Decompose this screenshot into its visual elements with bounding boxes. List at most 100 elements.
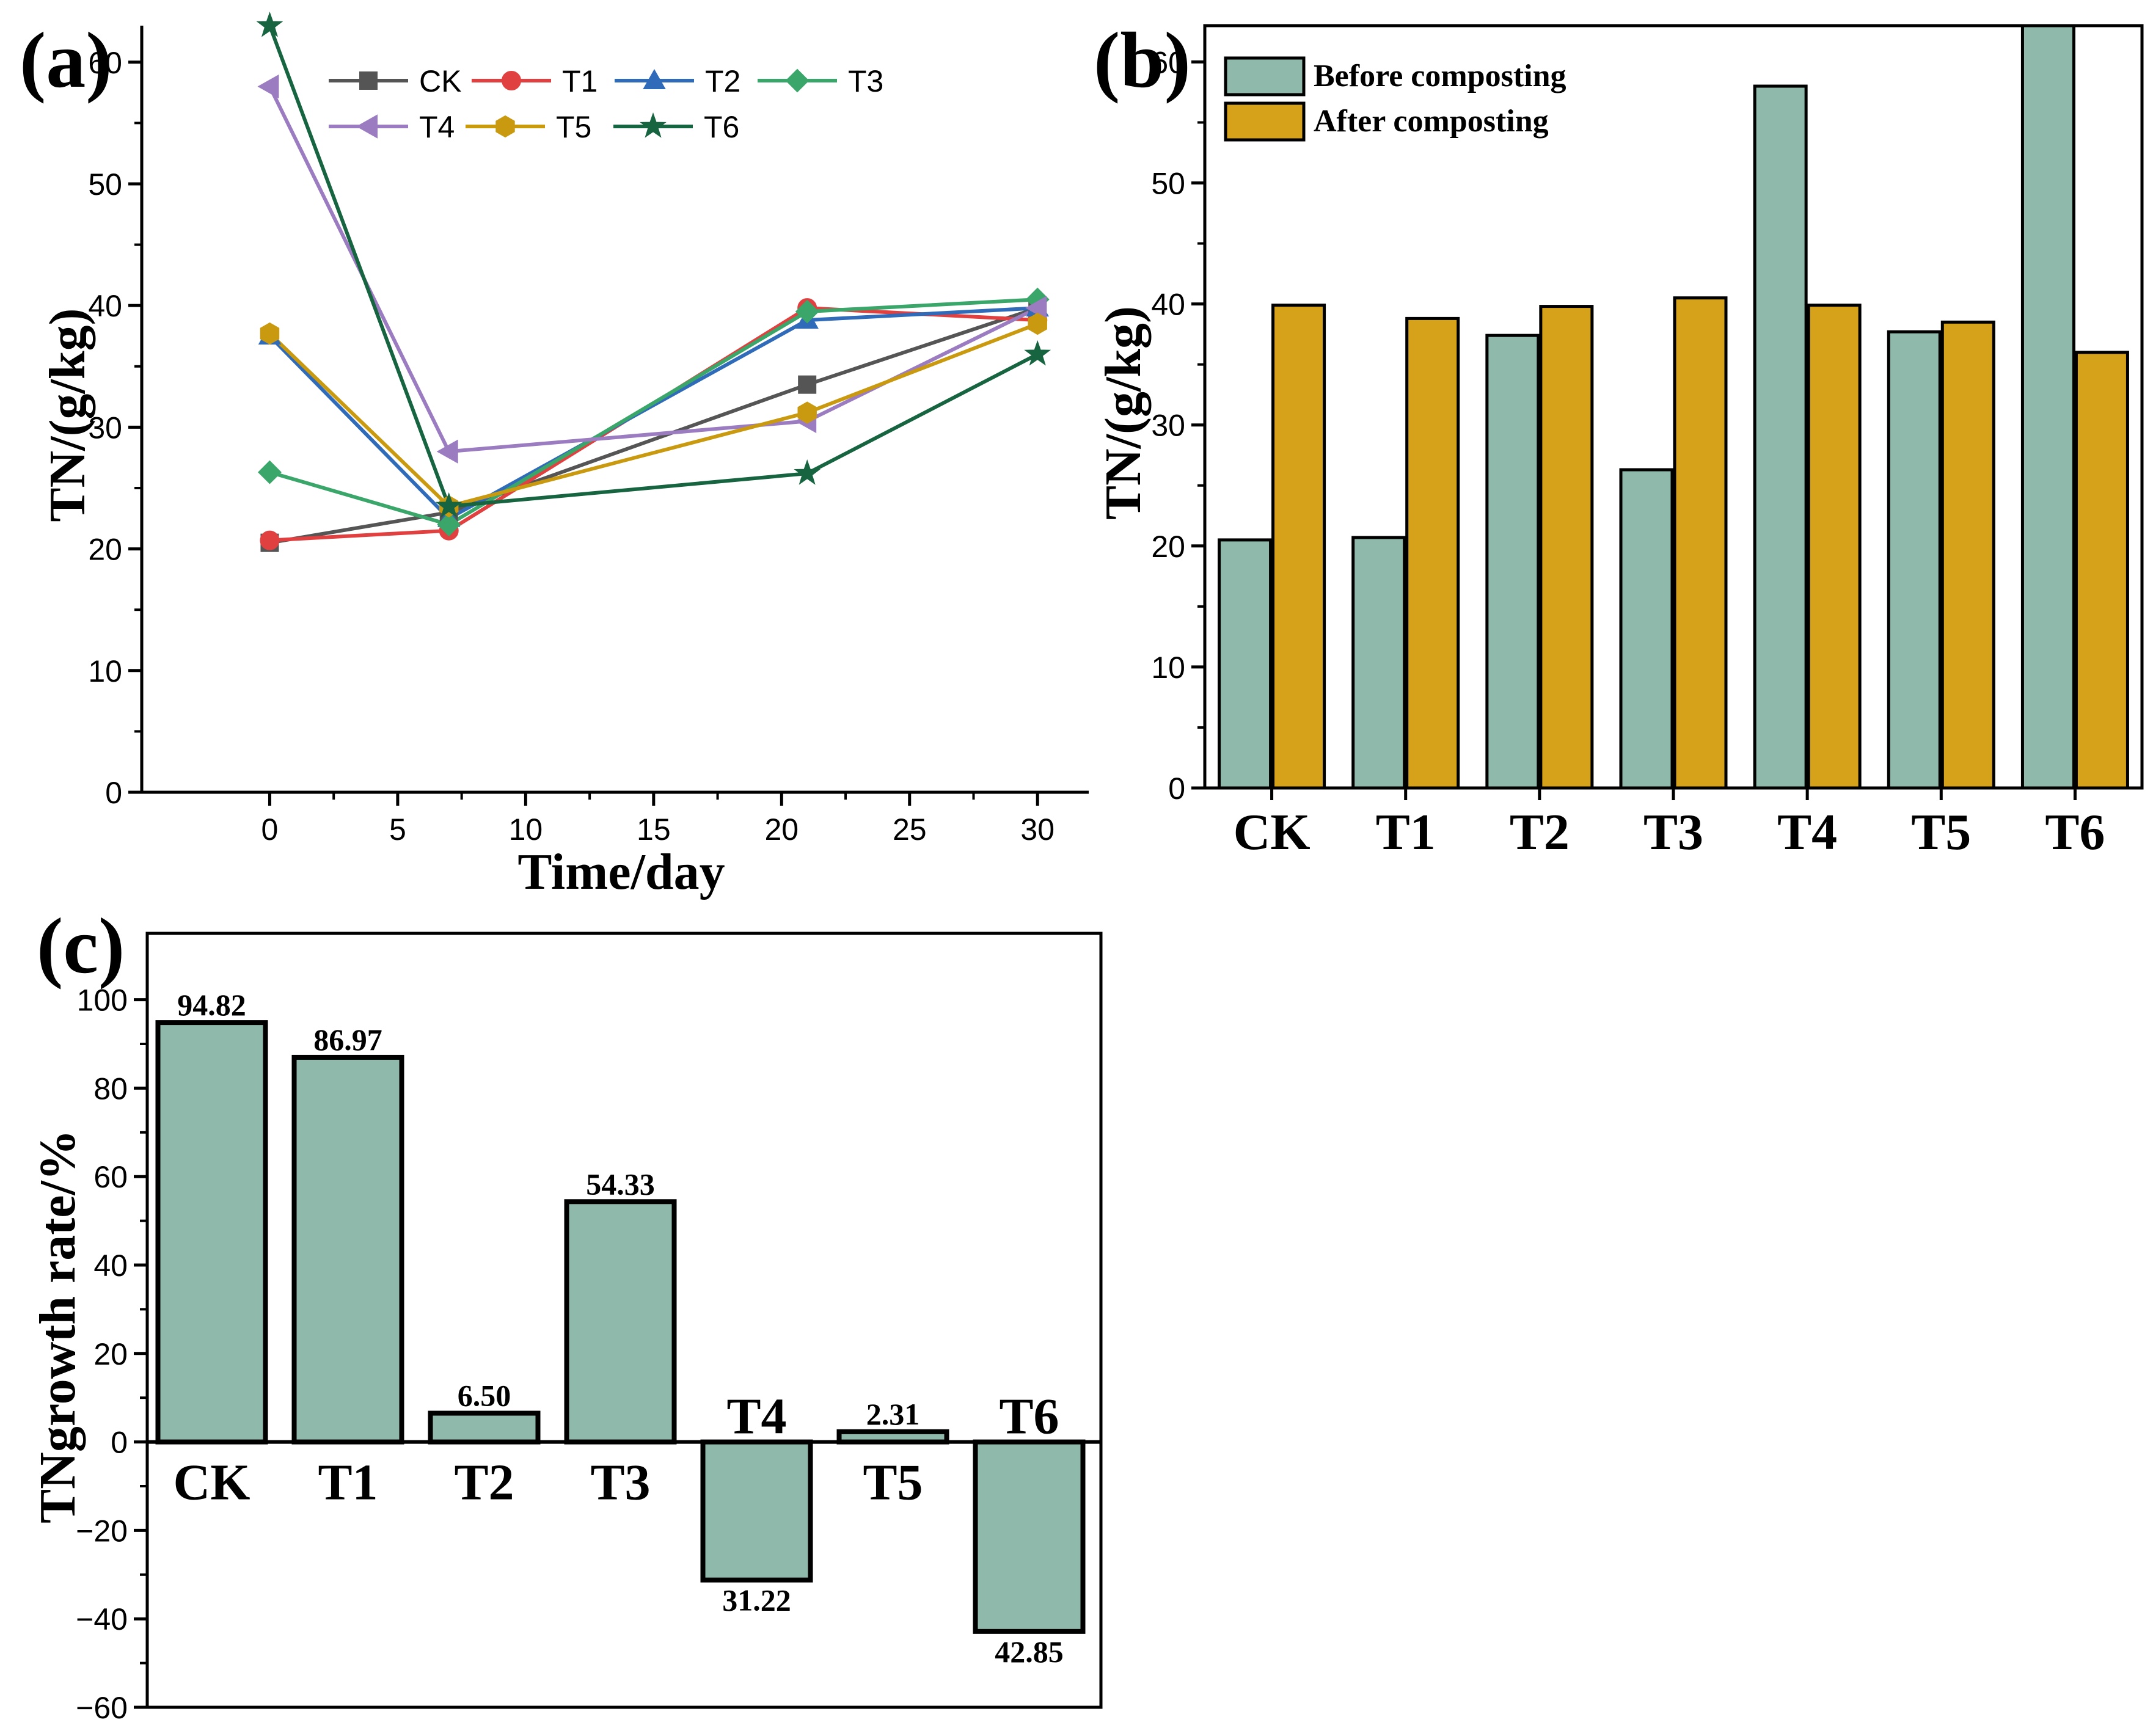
bar-growth-T3	[564, 1199, 677, 1445]
category-label-CK: CK	[1234, 804, 1310, 861]
y-tick-label-b: 20	[1151, 530, 1185, 564]
data-point-T5	[797, 401, 817, 424]
panel-a: (a) 0 10 20 30 40 50 60 0 5 10 15 20 25 30 Time/day TN/(…	[20, 11, 1089, 900]
y-tick-label-a: 50	[88, 167, 122, 202]
data-point-T3	[258, 460, 282, 484]
x-tick-label-a: 10	[509, 812, 543, 847]
y-axis-title-a: TN/(g/kg)	[39, 308, 96, 522]
x-tick-label-a: 0	[261, 812, 279, 847]
series-line-T6	[268, 24, 1039, 509]
series-line-T5	[268, 322, 1039, 509]
bar-before-T3	[1619, 468, 1674, 790]
data-point-CK	[798, 375, 817, 394]
bar-before-T5	[1887, 330, 1942, 790]
y-tick-label-c: 0	[111, 1426, 128, 1460]
legend-a: CK T1 T2 T3 T4 T5 T6	[329, 64, 883, 144]
x-tick-label-a: 20	[764, 812, 799, 847]
panel-label-b: (b)	[1094, 16, 1191, 104]
y-tick-label-b: 60	[1151, 45, 1185, 79]
series-line-CK	[269, 306, 1039, 545]
bar-before-T6	[2020, 24, 2075, 790]
legend-marker-T4	[356, 114, 378, 139]
y-tick-label-c: 80	[93, 1071, 128, 1106]
value-label-CK: 94.82	[177, 988, 246, 1022]
plot-frame-c	[145, 932, 1103, 1709]
category-label-T5: T5	[1911, 804, 1971, 861]
bar-after-T6	[2074, 351, 2129, 790]
y-tick-label-b: 30	[1151, 409, 1185, 443]
category-label-T3: T3	[1643, 804, 1703, 861]
y-tick-label-b: 0	[1168, 771, 1185, 806]
bar-growth-T6	[973, 1439, 1086, 1634]
y-tick-label-c: 100	[77, 983, 128, 1018]
category-label-CK: CK	[174, 1454, 250, 1511]
panel-label-a: (a)	[20, 16, 112, 104]
y-tick-label-c: −20	[76, 1514, 128, 1548]
x-tick-label-a: 25	[893, 812, 927, 847]
bar-before-T1	[1351, 536, 1406, 790]
legend-label-before: Before composting	[1314, 59, 1566, 93]
data-point-T5	[260, 322, 280, 345]
y-tick-label-c: 40	[93, 1249, 128, 1283]
legend-marker-T1	[502, 71, 521, 90]
data-point-T6	[1024, 340, 1051, 366]
category-label-T2: T2	[454, 1454, 514, 1511]
x-axis-title-a: Time/day	[517, 844, 725, 900]
y-tick-label-b: 10	[1151, 651, 1185, 685]
series-line-T4	[268, 86, 1039, 454]
legend-label-T3: T3	[848, 64, 883, 98]
y-tick-label-b: 40	[1151, 288, 1185, 322]
bar-after-T4	[1807, 304, 1862, 790]
x-tick-label-a: 30	[1020, 812, 1055, 847]
y-tick-label-c: −60	[76, 1691, 128, 1725]
bar-growth-CK	[155, 1020, 268, 1445]
legend-label-after: After composting	[1314, 104, 1549, 139]
x-tick-label-a: 15	[637, 812, 671, 847]
legend-marker-T6	[640, 112, 667, 138]
bar-before-T2	[1485, 334, 1540, 790]
bar-after-T5	[1940, 320, 1995, 790]
series-line-T3	[269, 297, 1038, 527]
legend-marker-T5	[495, 115, 515, 138]
panel-b: (b) 0 10 20 30 40 50 60 TN/(g/kg) CK T1 T2 T3 T4 T5 T6 B…	[1094, 16, 2144, 861]
y-tick-label-a: 30	[88, 410, 122, 445]
bar-before-T4	[1753, 84, 1808, 790]
data-point-T4	[436, 439, 458, 464]
legend-marker-T2	[643, 68, 666, 89]
legend-marker-CK	[359, 71, 378, 90]
legend-label-T2: T2	[705, 64, 740, 98]
panel-c: (c) −60 −40 −20 0 20 40 60 80 100 TNgrowth rate/% 9…	[29, 902, 1103, 1725]
y-tick-label-c: 20	[93, 1337, 128, 1371]
value-label-T3: 54.33	[586, 1167, 655, 1201]
bar-after-T3	[1673, 296, 1728, 790]
value-label-T2: 6.50	[458, 1379, 511, 1413]
category-label-T6: T6	[2045, 804, 2105, 861]
legend-label-T4: T4	[419, 110, 455, 144]
data-point-T4	[257, 74, 279, 99]
bar-growth-T4	[700, 1439, 813, 1583]
value-label-T5: 2.31	[866, 1397, 920, 1431]
bar-after-CK	[1271, 304, 1326, 790]
legend-label-T6: T6	[704, 110, 739, 144]
data-point-T6	[435, 492, 462, 518]
category-label-T2: T2	[1510, 804, 1570, 861]
legend-label-CK: CK	[419, 64, 461, 98]
x-tick-label-a: 5	[389, 812, 406, 847]
legend-swatch-before	[1224, 56, 1306, 97]
panel-label-c: (c)	[37, 902, 125, 990]
data-point-T6	[256, 11, 283, 37]
bar-after-T2	[1539, 305, 1594, 790]
data-point-T6	[794, 459, 821, 485]
legend-label-T5: T5	[556, 110, 591, 144]
legend-label-T1: T1	[562, 64, 598, 98]
y-tick-label-c: −40	[76, 1602, 128, 1636]
legend-swatch-after	[1224, 101, 1306, 142]
bar-before-CK	[1218, 538, 1273, 790]
y-tick-label-a: 40	[88, 289, 122, 323]
category-label-T1: T1	[1376, 804, 1436, 861]
data-point-T3	[437, 512, 461, 537]
data-point-T3	[795, 299, 819, 324]
category-label-T5: T5	[863, 1454, 923, 1511]
y-tick-label-a: 10	[88, 654, 122, 688]
legend-marker-T3	[785, 68, 810, 93]
